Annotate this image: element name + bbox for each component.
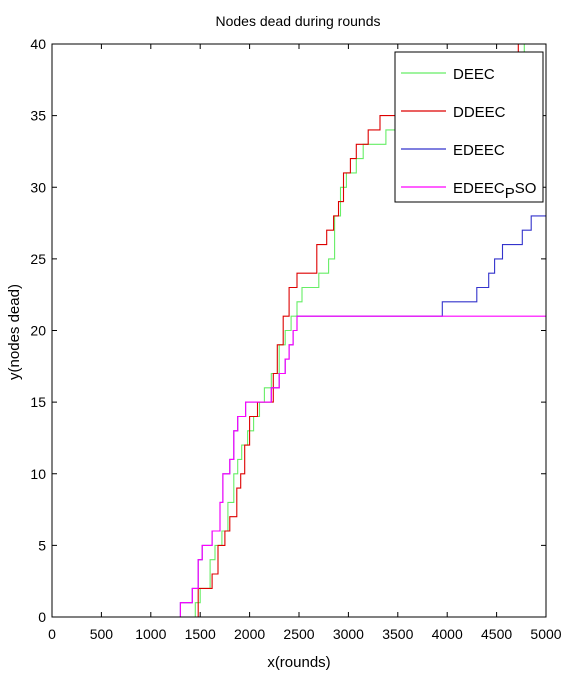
x-tick-label: 4000 bbox=[432, 626, 463, 642]
y-tick-label: 15 bbox=[30, 394, 46, 410]
legend-label: EDEECPSO bbox=[453, 180, 536, 202]
series-line-edeec bbox=[52, 215, 546, 618]
y-tick-label: 35 bbox=[30, 108, 46, 124]
y-tick-label: 10 bbox=[30, 466, 46, 482]
x-tick-label: 4500 bbox=[481, 626, 512, 642]
y-tick-label: 20 bbox=[30, 323, 46, 339]
x-tick-label: 0 bbox=[48, 626, 56, 642]
x-tick-label: 3000 bbox=[333, 626, 364, 642]
legend-label: DEEC bbox=[453, 66, 495, 83]
chart-title: Nodes dead during rounds bbox=[215, 13, 380, 29]
x-tick-label: 1000 bbox=[135, 626, 166, 642]
x-tick-label: 5000 bbox=[530, 626, 561, 642]
y-tick-label: 5 bbox=[38, 537, 46, 553]
legend-label: DDEEC bbox=[453, 104, 506, 121]
x-tick-label: 500 bbox=[90, 626, 114, 642]
series-line-edeec-pso bbox=[52, 315, 546, 618]
legend-box bbox=[394, 51, 544, 203]
x-axis-ticks: 0 500 1000 1500 2000 2500 3000 3500 4000 4500 5000 bbox=[48, 44, 562, 642]
y-axis-ticks: 0 5 10 15 20 25 30 35 40 bbox=[30, 36, 546, 625]
x-tick-label: 1500 bbox=[185, 626, 216, 642]
y-tick-label: 25 bbox=[30, 251, 46, 267]
y-tick-label: 0 bbox=[38, 609, 46, 625]
x-tick-label: 2000 bbox=[234, 626, 265, 642]
x-tick-label: 3500 bbox=[382, 626, 413, 642]
legend-label: EDEEC bbox=[453, 142, 505, 159]
y-tick-label: 40 bbox=[30, 36, 46, 52]
legend: DEEC DDEEC EDEEC EDEECPSO bbox=[394, 51, 544, 203]
y-tick-label: 30 bbox=[30, 179, 46, 195]
y-axis-label: y(nodes dead) bbox=[6, 284, 23, 380]
x-axis-label: x(rounds) bbox=[267, 654, 330, 671]
x-tick-label: 2500 bbox=[283, 626, 314, 642]
